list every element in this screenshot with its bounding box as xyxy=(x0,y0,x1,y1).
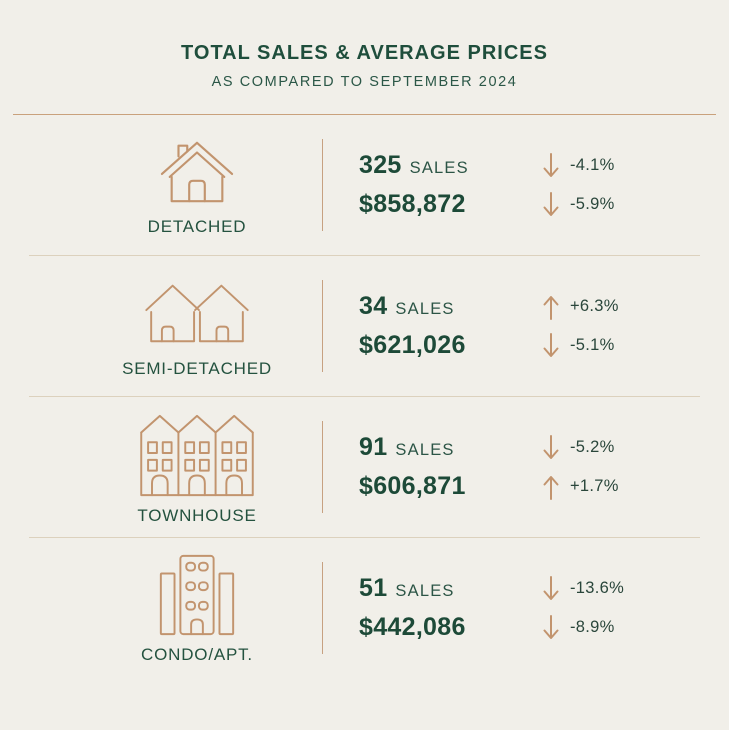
changes-column: -4.1% -5.9% xyxy=(541,151,615,220)
sales-line: 325 SALES xyxy=(359,151,541,181)
property-type-label: TOWNHOUSE xyxy=(137,505,257,525)
property-row: DETACHED 325 SALES $858,872 -4.1% xyxy=(0,115,729,255)
detached-house-icon xyxy=(156,134,238,210)
price-line: $621,026 xyxy=(359,331,541,361)
property-row: SEMI-DETACHED 34 SALES $621,026 +6.3% xyxy=(0,256,729,396)
arrow-down-icon xyxy=(541,151,561,181)
price-change-value: -5.9% xyxy=(570,195,615,213)
semi-detached-house-icon xyxy=(141,274,253,352)
sales-unit-label: SALES xyxy=(395,299,455,318)
townhouse-icon xyxy=(136,409,258,499)
sales-change-value: -4.1% xyxy=(570,156,615,174)
stats-column: 91 SALES $606,871 xyxy=(359,433,541,502)
price-change: -8.9% xyxy=(541,613,624,643)
sales-change: -13.6% xyxy=(541,574,624,604)
sales-change-value: +6.3% xyxy=(570,297,619,315)
sales-line: 91 SALES xyxy=(359,433,541,463)
sales-unit-label: SALES xyxy=(395,440,455,459)
vertical-divider xyxy=(322,280,323,372)
stats-column: 325 SALES $858,872 xyxy=(359,151,541,220)
sales-unit-label: SALES xyxy=(395,581,455,600)
property-icon-column: SEMI-DETACHED xyxy=(0,274,322,379)
sales-change-value: -5.2% xyxy=(570,438,615,456)
arrow-down-icon xyxy=(541,433,561,463)
changes-column: +6.3% -5.1% xyxy=(541,292,619,361)
arrow-down-icon xyxy=(541,613,561,643)
sales-count: 34 xyxy=(359,291,388,320)
vertical-divider xyxy=(322,562,323,654)
property-type-label: SEMI-DETACHED xyxy=(122,358,272,378)
property-icon-column: TOWNHOUSE xyxy=(0,409,322,526)
arrow-down-icon xyxy=(541,190,561,220)
header-divider xyxy=(13,114,716,115)
condo-apartment-icon xyxy=(152,552,242,638)
arrow-down-icon xyxy=(541,331,561,361)
sales-change: -4.1% xyxy=(541,151,615,181)
vertical-divider xyxy=(322,139,323,231)
property-type-label: CONDO/APT. xyxy=(141,644,253,664)
stats-column: 34 SALES $621,026 xyxy=(359,292,541,361)
sales-line: 34 SALES xyxy=(359,292,541,322)
arrow-down-icon xyxy=(541,574,561,604)
average-price: $858,872 xyxy=(359,189,466,218)
sales-change: -5.2% xyxy=(541,433,619,463)
price-line: $442,086 xyxy=(359,613,541,643)
property-icon-column: DETACHED xyxy=(0,134,322,237)
property-row: TOWNHOUSE 91 SALES $606,871 -5.2% xyxy=(0,397,729,537)
sales-unit-label: SALES xyxy=(409,158,469,177)
changes-column: -5.2% +1.7% xyxy=(541,433,619,502)
page-title: TOTAL SALES & AVERAGE PRICES xyxy=(181,42,548,64)
row-divider xyxy=(29,396,700,397)
sales-count: 325 xyxy=(359,150,402,179)
sales-change: +6.3% xyxy=(541,292,619,322)
property-rows: DETACHED 325 SALES $858,872 -4.1% xyxy=(0,115,729,678)
average-price: $606,871 xyxy=(359,471,466,500)
price-line: $606,871 xyxy=(359,472,541,502)
property-row: CONDO/APT. 51 SALES $442,086 -13.6% xyxy=(0,538,729,678)
sales-count: 51 xyxy=(359,573,388,602)
property-type-label: DETACHED xyxy=(147,216,247,236)
average-price: $621,026 xyxy=(359,330,466,359)
row-divider xyxy=(29,255,700,256)
price-line: $858,872 xyxy=(359,190,541,220)
price-change: -5.1% xyxy=(541,331,619,361)
price-change-value: -8.9% xyxy=(570,618,615,636)
arrow-up-icon xyxy=(541,292,561,322)
stats-column: 51 SALES $442,086 xyxy=(359,574,541,643)
sales-change-value: -13.6% xyxy=(570,579,625,597)
page-subtitle: AS COMPARED TO SEPTEMBER 2024 xyxy=(211,74,518,90)
vertical-divider xyxy=(322,421,323,513)
average-price: $442,086 xyxy=(359,612,466,641)
property-icon-column: CONDO/APT. xyxy=(0,552,322,665)
price-change-value: +1.7% xyxy=(570,477,619,495)
price-change: +1.7% xyxy=(541,472,619,502)
row-divider xyxy=(29,537,700,538)
sales-count: 91 xyxy=(359,432,388,461)
price-change: -5.9% xyxy=(541,190,615,220)
arrow-up-icon xyxy=(541,472,561,502)
price-change-value: -5.1% xyxy=(570,336,615,354)
sales-line: 51 SALES xyxy=(359,574,541,604)
changes-column: -13.6% -8.9% xyxy=(541,574,624,643)
header: TOTAL SALES & AVERAGE PRICES AS COMPARED… xyxy=(0,0,729,90)
